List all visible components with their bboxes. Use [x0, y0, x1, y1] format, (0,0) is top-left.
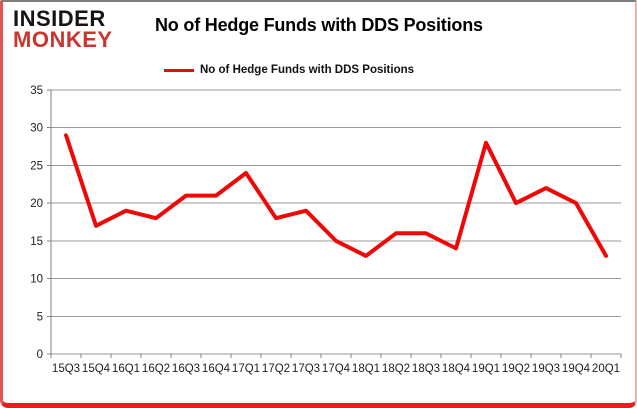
- y-tick-label: 5: [37, 311, 43, 323]
- y-tick-label: 10: [30, 274, 43, 286]
- logo-text-monkey: MONKEY: [13, 27, 113, 52]
- x-tick-label: 17Q4: [322, 363, 351, 375]
- x-tick-label: 16Q1: [112, 363, 140, 375]
- x-tick-label: 18Q2: [382, 363, 410, 375]
- x-tick-label: 18Q3: [412, 363, 440, 375]
- legend-line-swatch: [164, 68, 194, 72]
- y-tick-label: 30: [30, 123, 43, 135]
- x-tick-label: 16Q2: [142, 363, 170, 375]
- x-tick-label: 18Q4: [442, 363, 471, 375]
- y-tick-label: 0: [37, 349, 43, 361]
- x-tick-label: 17Q1: [232, 363, 260, 375]
- y-tick-label: 35: [30, 85, 43, 97]
- x-tick-label: 19Q2: [502, 363, 530, 375]
- insider-monkey-logo: INSIDER MONKEY: [13, 6, 113, 52]
- y-tick-label: 20: [30, 198, 43, 210]
- page-title: No of Hedge Funds with DDS Positions: [155, 15, 483, 35]
- x-tick-label: 19Q3: [532, 363, 560, 375]
- x-tick-label: 19Q1: [472, 363, 500, 375]
- x-tick-label: 16Q4: [202, 363, 231, 375]
- y-tick-label: 15: [30, 236, 43, 248]
- x-tick-label: 20Q1: [592, 363, 620, 375]
- y-tick-label: 25: [30, 160, 43, 172]
- x-tick-label: 18Q1: [352, 363, 380, 375]
- x-tick-label: 16Q3: [172, 363, 200, 375]
- x-tick-label: 15Q3: [52, 363, 80, 375]
- x-tick-label: 15Q4: [82, 363, 111, 375]
- legend-label: No of Hedge Funds with DDS Positions: [200, 64, 415, 76]
- logo-text-insider: INSIDER: [13, 6, 106, 31]
- data-line: [64, 133, 608, 258]
- legend: No of Hedge Funds with DDS Positions: [164, 64, 414, 76]
- x-tick-label: 17Q3: [292, 363, 320, 375]
- x-tick-label: 17Q2: [262, 363, 290, 375]
- x-tick-label: 19Q4: [562, 363, 591, 375]
